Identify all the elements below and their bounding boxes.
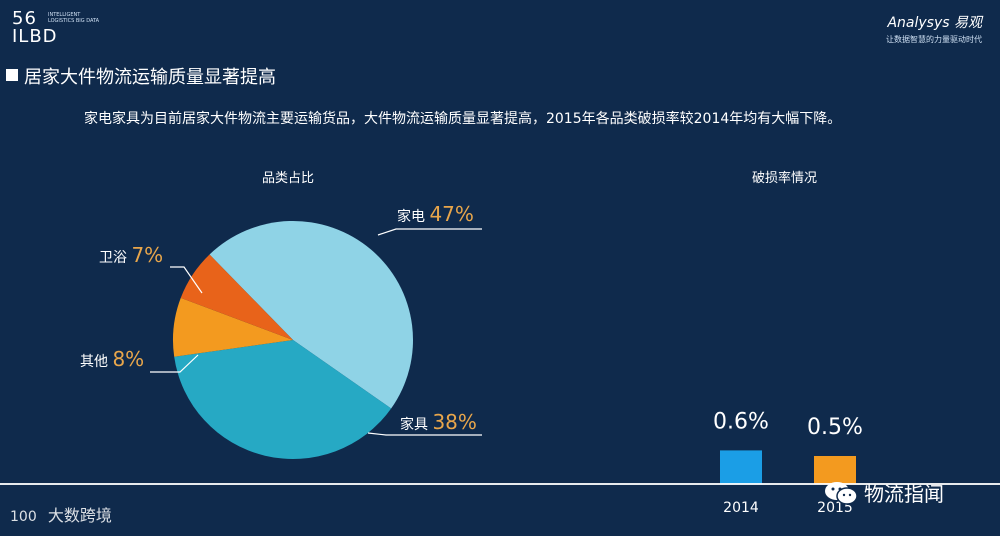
bar-category-label-2014: 2014 (723, 500, 759, 516)
watermark-left-mark: 100 (10, 509, 37, 525)
logo-left-sub: ILBD (12, 26, 58, 47)
footer-divider (0, 483, 1000, 485)
pie-slice-3 (180, 254, 293, 340)
logo-left-number: 56 (12, 8, 37, 29)
pie-label-2: 其他 8% (80, 347, 144, 371)
brand-logo-right: Analysys 易观 让数据智慧的力量驱动时代 (886, 12, 982, 45)
bar-chart-title: 破损率情况 (752, 171, 818, 186)
pie-chart-title: 品类占比 (262, 171, 315, 186)
bar-value-label-2015: 0.5% (807, 415, 863, 440)
bar-category-label-2015: 2015 (817, 500, 853, 516)
watermark-right-text: 物流指闻 (864, 482, 944, 506)
section-description: 家电家具为目前居家大件物流主要运输货品，大件物流运输质量显著提高，2015年各品… (84, 111, 842, 127)
bar-2015 (814, 456, 856, 484)
wechat-icon (825, 481, 858, 505)
pie-slice-1 (174, 340, 392, 460)
pie-label-0: 家电 47% (397, 202, 474, 226)
brand-logo-left: 56 ILBD INTELLIGENT LOGISTICS BIG DATA (12, 8, 99, 50)
pie-leader-line-1 (367, 432, 482, 436)
section-title: 居家大件物流运输质量显著提高 (24, 67, 276, 88)
bar-chart: 0.6% 2014 0.5% 2015 (713, 409, 863, 516)
pie-slice-2 (172, 297, 293, 357)
pie-leader-line-0 (377, 228, 482, 236)
logo-right-brand: Analysys 易观 (887, 15, 982, 31)
watermark-left-text: 大数跨境 (47, 506, 112, 525)
pie-label-3: 卫浴 7% (99, 243, 163, 267)
pie-label-1: 家具 38% (400, 410, 477, 434)
section-marker (6, 69, 18, 81)
pie-leader-line-3 (170, 266, 203, 294)
logo-right-tagline: 让数据智慧的力量驱动时代 (886, 35, 982, 44)
watermark-right: 物流指闻 (824, 478, 944, 507)
watermark-left: 100 大数跨境 (10, 502, 112, 526)
logo-left-small-text: INTELLIGENT LOGISTICS BIG DATA (48, 12, 100, 24)
pie-leader-line-2 (150, 354, 199, 373)
bar-value-label-2014: 0.6% (713, 409, 769, 434)
bar-2014 (720, 450, 762, 484)
pie-slice-0 (209, 220, 414, 409)
pie-chart: 家电 47% 家具 38% 其他 8% 卫浴 7% (80, 202, 482, 460)
